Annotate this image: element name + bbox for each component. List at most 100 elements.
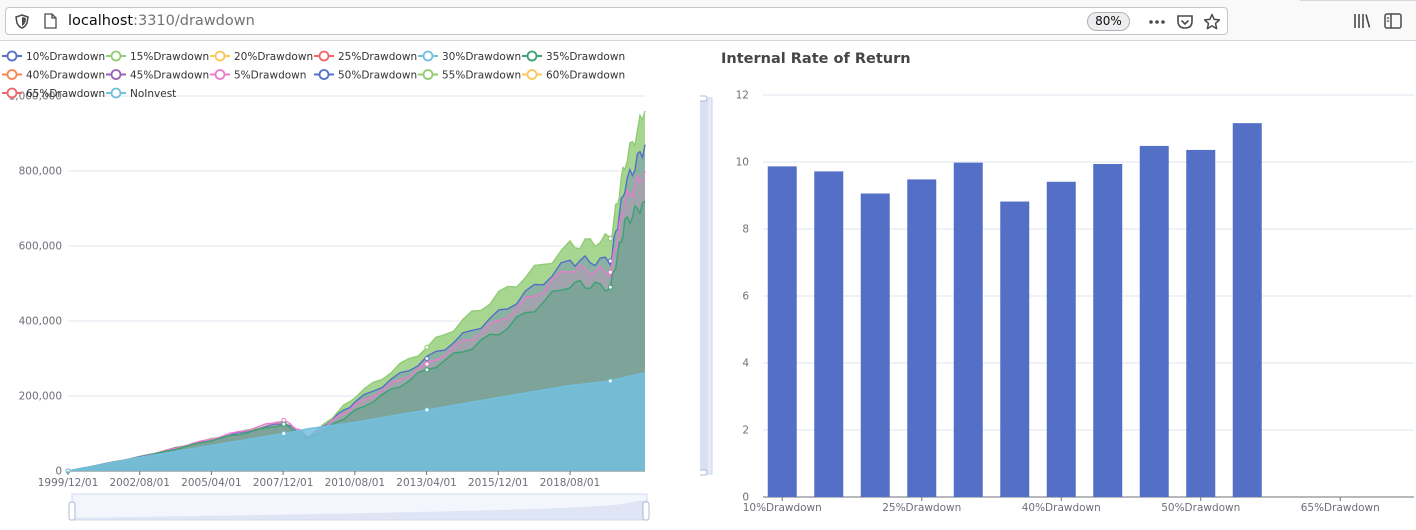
data-point xyxy=(424,356,430,361)
vertical-datazoom-window xyxy=(690,98,708,474)
legend-marker xyxy=(214,69,226,80)
legend-item-5%Drawdown[interactable]: 5%Drawdown xyxy=(210,69,306,82)
y-tick-label: 0 xyxy=(742,492,749,504)
legend-item-15%Drawdown[interactable]: 15%Drawdown xyxy=(106,50,209,63)
legend-item-25%Drawdown[interactable]: 25%Drawdown xyxy=(314,50,417,63)
data-point xyxy=(424,361,430,367)
irr-bar-10%Drawdown[interactable] xyxy=(767,166,797,497)
legend-marker xyxy=(110,50,122,62)
irr-bar-5%Drawdown[interactable] xyxy=(1139,145,1169,498)
data-point xyxy=(281,431,287,436)
legend-label: 65%Drawdown xyxy=(26,88,105,100)
y-tick-label: 8 xyxy=(742,224,749,236)
irr-bar-chart: Internal Rate of Return 0 2 4 6 8 10 12 10%Drawd… xyxy=(686,42,1416,526)
data-point xyxy=(281,421,287,427)
legend-marker xyxy=(6,50,18,62)
datazoom-slider[interactable] xyxy=(68,493,650,521)
legend-item-40%Drawdown[interactable]: 40%Drawdown xyxy=(2,69,105,82)
area-series-15%Drawdown xyxy=(68,111,645,471)
legend-item-65%Drawdown[interactable]: 65%Drawdown xyxy=(2,87,105,100)
irr-chart-title: Internal Rate of Return xyxy=(721,51,911,67)
irr-bar-50%Drawdown[interactable] xyxy=(1186,149,1216,497)
data-point xyxy=(607,236,613,241)
x-tick-label: 10%Drawdown xyxy=(743,502,822,514)
legend-item-30%Drawdown[interactable]: 30%Drawdown xyxy=(418,50,521,63)
legend-marker xyxy=(6,87,18,99)
legend-marker xyxy=(422,50,434,62)
data-point xyxy=(424,407,430,413)
x-tick-label: 2002/08/01 xyxy=(109,477,170,489)
legend-marker xyxy=(318,69,330,80)
url-text[interactable]: localhost:3310/drawdown xyxy=(68,12,255,30)
legend-item-35%Drawdown[interactable]: 35%Drawdown xyxy=(522,50,625,63)
area-series-5%Drawdown xyxy=(68,171,645,471)
url-host: localhost xyxy=(68,13,134,29)
irr-bar-55%Drawdown[interactable] xyxy=(1232,123,1262,497)
x-tick-label: 40%Drawdown xyxy=(1022,502,1101,514)
x-tick-label: 25%Drawdown xyxy=(882,502,961,514)
sidebar-icon[interactable] xyxy=(1383,11,1403,31)
legend-label: 55%Drawdown xyxy=(442,70,521,82)
legend-label: 20%Drawdown xyxy=(234,51,313,63)
url-bar[interactable]: localhost:3310/drawdown 80% xyxy=(5,7,1228,35)
legend-item-NoInvest[interactable]: NoInvest xyxy=(106,87,176,100)
legend-label: 35%Drawdown xyxy=(546,51,625,63)
vertical-datazoom-slider[interactable] xyxy=(686,95,713,476)
legend-label: NoInvest xyxy=(130,88,176,100)
y-tick-label: 200,000 xyxy=(19,391,62,403)
legend-marker xyxy=(6,69,18,80)
tabstrip-edge xyxy=(1300,0,1416,1)
browser-toolbar: localhost:3310/drawdown 80% xyxy=(0,0,1416,41)
y-tick-label: 10 xyxy=(736,157,749,169)
irr-bar-30%Drawdown[interactable] xyxy=(953,162,983,498)
legend-label: 40%Drawdown xyxy=(26,70,105,82)
legend-marker xyxy=(110,69,122,80)
irr-bar-15%Drawdown[interactable] xyxy=(814,171,844,497)
x-tick-label: 1999/12/01 xyxy=(38,477,99,489)
datazoom-handle-right[interactable] xyxy=(642,501,650,521)
legend-item-10%Drawdown[interactable]: 10%Drawdown xyxy=(2,50,105,63)
y-tick-label: 0 xyxy=(55,466,62,478)
legend-item-50%Drawdown[interactable]: 50%Drawdown xyxy=(314,69,417,82)
line-series-5%Drawdown xyxy=(67,170,646,472)
drawdown-area-chart-svg: 0200,000400,000600,000800,0001,000,00019… xyxy=(2,50,650,521)
legend-item-60%Drawdown[interactable]: 60%Drawdown xyxy=(522,69,625,82)
shield-icon[interactable] xyxy=(15,14,29,29)
legend-item-55%Drawdown[interactable]: 55%Drawdown xyxy=(418,69,521,82)
pocket-icon[interactable] xyxy=(1176,13,1194,31)
data-point xyxy=(424,367,430,373)
irr-bar-20%Drawdown[interactable] xyxy=(860,193,890,498)
y-tick-label: 6 xyxy=(742,291,749,303)
page-icon xyxy=(44,13,57,29)
url-path: :3310/drawdown xyxy=(133,13,255,29)
bookmark-star-icon[interactable] xyxy=(1203,13,1221,31)
x-tick-label: 50%Drawdown xyxy=(1161,502,1240,514)
irr-bar-25%Drawdown[interactable] xyxy=(907,179,937,498)
x-tick-label: 2013/04/01 xyxy=(396,477,457,489)
legend-marker xyxy=(214,50,226,62)
vertical-datazoom-handle-bottom[interactable] xyxy=(686,469,708,476)
data-point xyxy=(607,378,613,384)
irr-bar-35%Drawdown[interactable] xyxy=(1000,201,1030,497)
data-point xyxy=(607,284,613,290)
irr-bar-45%Drawdown[interactable] xyxy=(1093,164,1123,497)
more-icon[interactable] xyxy=(1148,13,1166,31)
datazoom-handle-left[interactable] xyxy=(68,501,76,521)
library-icon[interactable] xyxy=(1352,11,1372,31)
y-tick-label: 12 xyxy=(736,90,749,102)
drawdown-value-chart: 0 200,000 400,000 600,000 800,000 1,000,000 19… xyxy=(0,42,700,526)
line-series-NoInvest xyxy=(67,372,646,472)
y-tick-label: 2 xyxy=(742,425,749,437)
legend-item-45%Drawdown[interactable]: 45%Drawdown xyxy=(106,69,209,82)
legend-label: 5%Drawdown xyxy=(234,70,306,82)
legend-item-20%Drawdown[interactable]: 20%Drawdown xyxy=(210,50,313,63)
irr-bar-40%Drawdown[interactable] xyxy=(1046,181,1076,497)
x-tick-label: 2018/08/01 xyxy=(540,477,601,489)
y-tick-label: 800,000 xyxy=(19,166,62,178)
x-tick-label: 2015/12/01 xyxy=(468,477,529,489)
vertical-datazoom-handle-top[interactable] xyxy=(686,95,708,102)
legend-marker xyxy=(526,69,538,80)
legend-marker xyxy=(110,87,122,99)
x-tick-label: 2007/12/01 xyxy=(253,477,314,489)
zoom-level-badge[interactable]: 80% xyxy=(1087,12,1130,31)
